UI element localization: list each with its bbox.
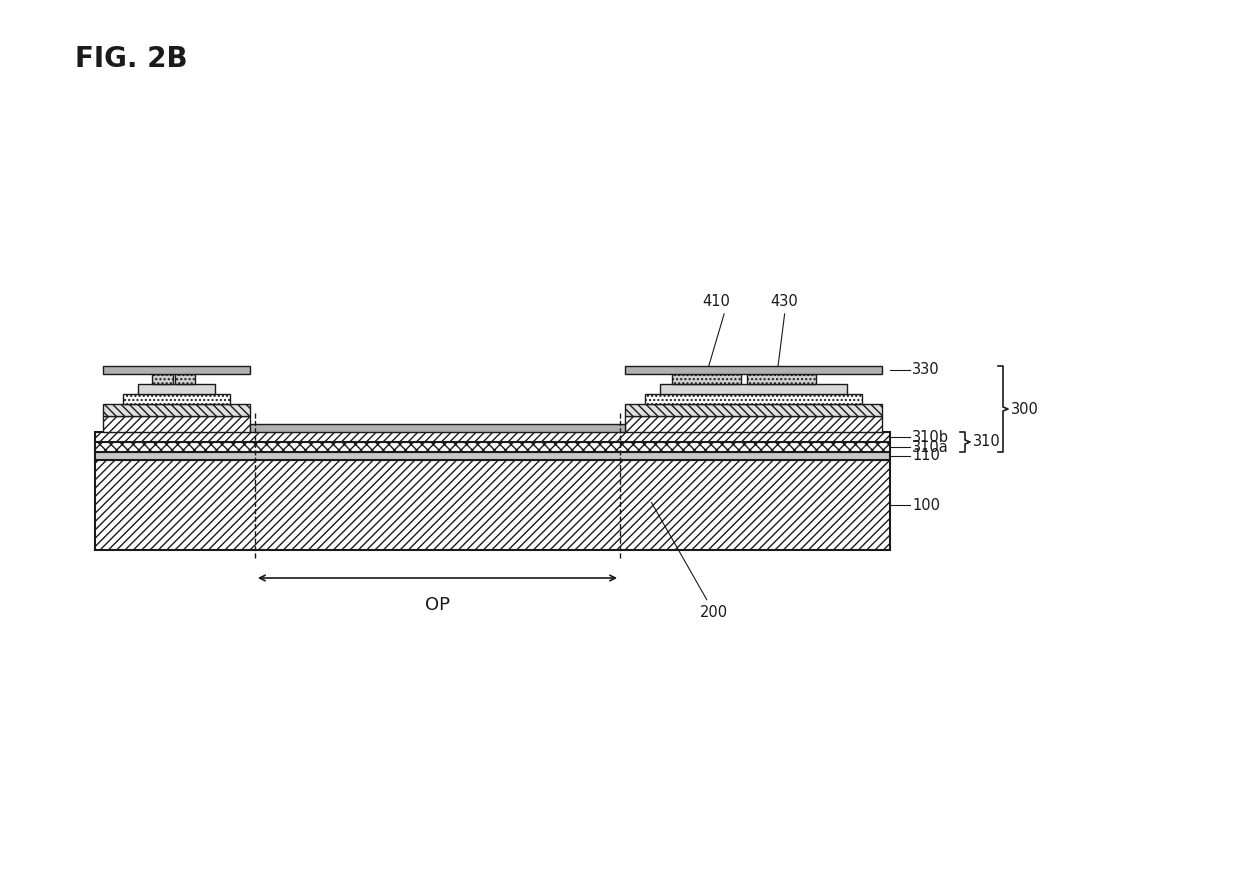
Text: 310b: 310b: [911, 430, 949, 444]
Bar: [153, 374, 172, 384]
Bar: [250, 424, 625, 432]
Text: 330: 330: [911, 362, 940, 377]
Bar: [103, 404, 250, 416]
Text: OP: OP: [425, 596, 450, 614]
Bar: [95, 442, 890, 452]
Text: FIG. 2B: FIG. 2B: [74, 45, 187, 73]
Text: 300: 300: [1011, 401, 1039, 417]
Bar: [103, 366, 250, 374]
Bar: [645, 394, 862, 404]
Text: 200: 200: [651, 503, 728, 620]
Bar: [95, 452, 890, 460]
Bar: [660, 384, 847, 394]
Bar: [625, 416, 882, 432]
Text: 310a: 310a: [911, 440, 949, 455]
Bar: [103, 416, 250, 432]
Bar: [672, 374, 742, 384]
Bar: [95, 432, 890, 442]
Bar: [175, 374, 196, 384]
Text: 430: 430: [770, 294, 797, 309]
Bar: [123, 394, 229, 404]
Bar: [625, 404, 882, 416]
Text: 110: 110: [911, 449, 940, 464]
Bar: [625, 366, 882, 374]
Bar: [138, 384, 215, 394]
Text: 310: 310: [973, 434, 1001, 449]
Text: 100: 100: [911, 498, 940, 513]
Bar: [95, 460, 890, 550]
Text: 410: 410: [702, 294, 730, 309]
Bar: [748, 374, 816, 384]
